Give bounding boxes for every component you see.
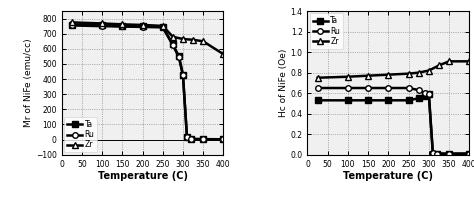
Ta bbox=[315, 99, 320, 102]
Zr bbox=[406, 72, 411, 75]
Ta bbox=[69, 23, 74, 26]
Ru bbox=[385, 87, 391, 89]
Zr bbox=[190, 38, 196, 41]
Ru bbox=[365, 87, 371, 89]
Zr bbox=[180, 38, 186, 40]
Ru bbox=[422, 92, 428, 94]
Zr bbox=[69, 21, 74, 24]
Ta bbox=[434, 152, 440, 155]
Zr bbox=[119, 23, 125, 26]
X-axis label: Temperature (C): Temperature (C) bbox=[343, 171, 433, 181]
Zr bbox=[436, 64, 442, 67]
Ta bbox=[416, 97, 421, 100]
Zr bbox=[466, 60, 472, 63]
Ta bbox=[140, 25, 146, 28]
Ta bbox=[406, 99, 411, 102]
Ru bbox=[176, 56, 182, 59]
Ta bbox=[188, 137, 194, 140]
Ru bbox=[466, 152, 472, 155]
Ta bbox=[119, 25, 125, 27]
Ru bbox=[69, 24, 74, 27]
Ru bbox=[180, 74, 186, 77]
Ru bbox=[119, 25, 125, 28]
Ru bbox=[188, 138, 194, 141]
Ru bbox=[426, 93, 432, 95]
Line: Zr: Zr bbox=[69, 20, 226, 57]
Ru bbox=[315, 87, 320, 89]
Ru bbox=[160, 26, 165, 29]
Zr bbox=[170, 35, 176, 38]
Zr bbox=[220, 53, 226, 55]
Ta bbox=[160, 26, 165, 28]
Line: Ta: Ta bbox=[315, 91, 472, 156]
Zr bbox=[99, 22, 105, 25]
Ru bbox=[406, 87, 411, 89]
Ta bbox=[184, 135, 190, 138]
Ta bbox=[170, 43, 176, 46]
Zr bbox=[345, 75, 351, 78]
Y-axis label: Hc of NiFe (Oe): Hc of NiFe (Oe) bbox=[279, 49, 288, 117]
X-axis label: Temperature (C): Temperature (C) bbox=[98, 171, 188, 181]
Ta bbox=[176, 55, 182, 58]
Ta bbox=[385, 99, 391, 102]
Line: Ta: Ta bbox=[69, 22, 226, 142]
Zr bbox=[416, 71, 421, 74]
Ta bbox=[345, 99, 351, 102]
Zr bbox=[426, 69, 432, 72]
Ru bbox=[170, 44, 176, 46]
Line: Zr: Zr bbox=[315, 59, 472, 80]
Ta bbox=[365, 99, 371, 102]
Zr bbox=[365, 74, 371, 77]
Zr bbox=[160, 25, 165, 27]
Ru bbox=[416, 89, 421, 91]
Ru bbox=[99, 25, 105, 27]
Ta bbox=[180, 73, 186, 76]
Y-axis label: Mr of NiFe (emu/cc): Mr of NiFe (emu/cc) bbox=[24, 38, 33, 127]
Ru bbox=[446, 152, 452, 155]
Ru bbox=[434, 152, 440, 155]
Ta bbox=[446, 152, 452, 155]
Zr bbox=[140, 24, 146, 26]
Zr bbox=[315, 76, 320, 79]
Ta bbox=[426, 93, 432, 95]
Zr bbox=[201, 40, 206, 43]
Ta bbox=[220, 138, 226, 141]
Ta bbox=[99, 24, 105, 27]
Ru bbox=[201, 138, 206, 141]
Ru bbox=[430, 151, 436, 154]
Legend: Ta, Ru, Zr: Ta, Ru, Zr bbox=[64, 117, 98, 152]
Line: Ru: Ru bbox=[315, 85, 472, 156]
Zr bbox=[446, 60, 452, 63]
Zr bbox=[385, 73, 391, 76]
Legend: Ta, Ru, Zr: Ta, Ru, Zr bbox=[310, 13, 343, 49]
Ru bbox=[184, 136, 190, 139]
Ru bbox=[345, 87, 351, 89]
Ta bbox=[430, 152, 436, 155]
Line: Ru: Ru bbox=[69, 23, 226, 142]
Ru bbox=[220, 138, 226, 141]
Ta bbox=[466, 152, 472, 155]
Ru bbox=[140, 26, 146, 28]
Ta bbox=[201, 138, 206, 141]
Ta bbox=[422, 95, 428, 97]
